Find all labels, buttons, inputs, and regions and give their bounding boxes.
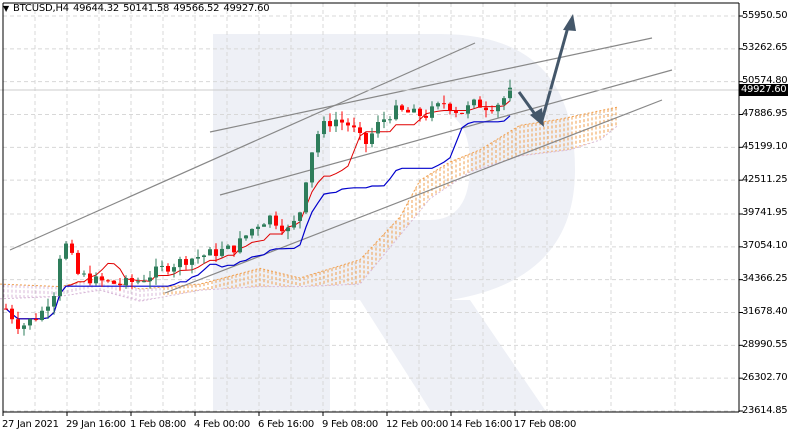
candlesticks	[4, 79, 512, 336]
low-value: 49566.52	[173, 3, 220, 14]
price-label: 34366.25	[742, 273, 788, 284]
time-label: 14 Feb 16:00	[450, 419, 513, 430]
time-label: 6 Feb 16:00	[258, 419, 314, 430]
chart-title-bar: ▼ BTCUSD,H4 49644.32 50141.58 49566.52 4…	[3, 3, 270, 14]
time-label: 1 Feb 08:00	[130, 419, 186, 430]
price-label: 39741.95	[742, 207, 788, 218]
price-label: 55950.50	[742, 10, 788, 21]
time-label: 17 Feb 08:00	[514, 419, 577, 430]
dropdown-triangle-icon[interactable]: ▼	[3, 4, 9, 13]
forecast-arrows	[517, 14, 576, 127]
close-value: 49927.60	[223, 3, 270, 14]
price-label: 47886.95	[742, 108, 788, 119]
price-label: 42511.25	[742, 174, 788, 185]
open-value: 49644.32	[72, 3, 120, 14]
time-label: 9 Feb 08:00	[322, 419, 378, 430]
price-label: 45199.10	[742, 141, 788, 152]
time-label: 12 Feb 00:00	[386, 419, 449, 430]
price-label: 31678.40	[742, 306, 788, 317]
watermark-logo	[213, 34, 575, 410]
price-label: 37054.10	[742, 240, 788, 251]
kijun-sen-line	[5, 115, 511, 320]
time-label: 4 Feb 00:00	[194, 419, 250, 430]
high-value: 50141.58	[123, 3, 170, 14]
current-price-tag: 49927.60	[739, 84, 789, 96]
time-label: 29 Jan 16:00	[66, 419, 126, 430]
price-label: 50574.80	[742, 75, 788, 86]
time-label: 27 Jan 2021	[2, 419, 59, 430]
price-label: 28990.55	[742, 339, 788, 350]
channel-trendlines	[9, 37, 673, 294]
symbol-label: BTCUSD,H4	[12, 3, 69, 14]
price-label: 23614.85	[742, 405, 788, 416]
axis-ticks	[2, 15, 743, 416]
price-label: 26302.70	[742, 372, 788, 383]
price-label: 53262.65	[742, 42, 788, 53]
